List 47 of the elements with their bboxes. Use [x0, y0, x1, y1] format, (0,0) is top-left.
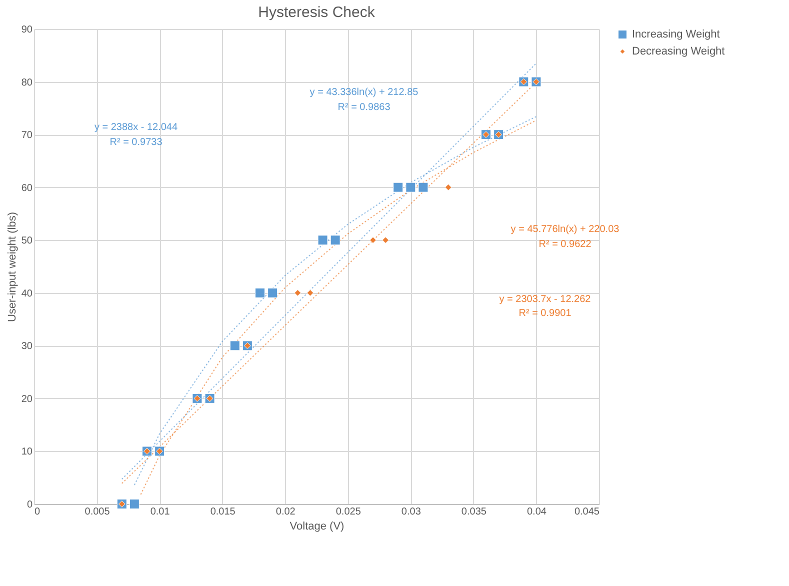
x-tick-label: 0.025 — [336, 506, 362, 518]
point — [370, 236, 376, 244]
point — [393, 182, 404, 192]
y-tick-label: 0 — [26, 500, 33, 510]
annotation: y = 45.776ln(x) + 220.03 — [510, 224, 620, 235]
annotation: y = 43.336ln(x) + 212.85 — [310, 87, 419, 98]
point — [444, 184, 452, 191]
point — [294, 289, 302, 296]
annotation: y = 2303.7x - 12.262 — [499, 294, 592, 305]
y-tick-label: 60 — [21, 182, 33, 194]
x-tick-label: 0.005 — [84, 506, 110, 518]
x-tick-label: 0.03 — [401, 506, 422, 518]
y-tick-label: 50 — [21, 236, 33, 247]
point — [306, 289, 314, 296]
x-tick-label: 0.035 — [461, 506, 487, 518]
x-tick-label: 0.045 — [574, 506, 600, 518]
point — [230, 340, 240, 351]
y-tick-label: 70 — [21, 130, 33, 142]
y-tick-label: 40 — [21, 288, 33, 300]
point — [268, 288, 278, 298]
x-tick-label: 0.015 — [210, 506, 236, 518]
point — [129, 499, 140, 509]
x-tick-label: 0.01 — [150, 506, 170, 518]
y-tick-label: 20 — [21, 394, 33, 405]
y-tick-label: 30 — [21, 341, 33, 352]
annotation: R² = 0.9622 — [538, 239, 592, 250]
chart-title: Hysteresis Check — [258, 4, 376, 21]
legend-label: Increasing Weight — [632, 28, 720, 40]
annotation: R² = 0.9733 — [110, 137, 163, 148]
y-tick-label: 80 — [21, 77, 33, 88]
annotation: R² = 0.9901 — [518, 308, 572, 319]
point — [418, 182, 428, 192]
y-tick-label: 10 — [21, 446, 33, 458]
x-tick-label: 0.04 — [526, 506, 547, 518]
point — [318, 235, 328, 246]
point — [330, 235, 340, 246]
x-tick-label: 0.02 — [276, 506, 296, 518]
annotation: R² = 0.9863 — [338, 102, 391, 113]
point — [406, 182, 416, 192]
legend-label: Decreasing Weight — [632, 46, 725, 58]
point — [382, 236, 389, 244]
y-axis-title: User-input weight (lbs) — [6, 212, 18, 322]
annotation: y = 2388x - 12.044 — [94, 122, 178, 133]
point — [255, 288, 265, 298]
y-tick-label: 90 — [21, 24, 33, 36]
x-axis-title: Voltage (V) — [290, 520, 344, 532]
x-tick-label: 0 — [34, 506, 40, 518]
